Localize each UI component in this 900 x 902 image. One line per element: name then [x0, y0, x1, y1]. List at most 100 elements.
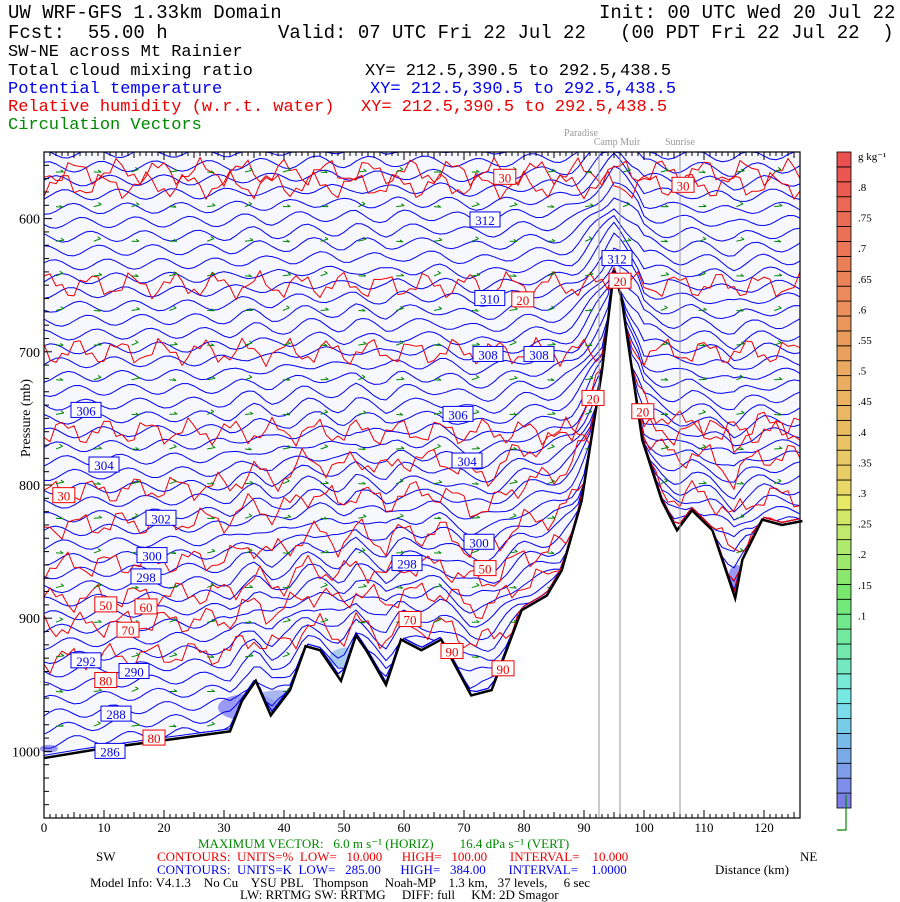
colorbar-label: .55 — [858, 335, 872, 347]
rh-contour-label: 30 — [677, 178, 690, 193]
rh-contour-label: 70 — [404, 613, 417, 628]
rh-contour-label: 20 — [516, 293, 529, 308]
theta-contour-label: 308 — [529, 347, 549, 362]
rh-contour-label: 80 — [148, 731, 161, 746]
colorbar-segment — [837, 405, 851, 420]
circulation-vector — [547, 345, 555, 346]
x-axis-label: Distance (km) — [715, 863, 789, 876]
colorbar-label: .3 — [858, 488, 867, 500]
theta-contour-label: 306 — [76, 403, 96, 418]
theta-contour-label: 304 — [94, 458, 114, 473]
colorbar-segment — [837, 555, 851, 570]
colorbar-segment — [837, 778, 851, 793]
rh-contour-label: 70 — [122, 623, 135, 638]
theta-contour-label: 312 — [475, 213, 495, 228]
colorbar-label: .35 — [858, 457, 872, 469]
colorbar-segment — [837, 748, 851, 763]
colorbar-segment — [837, 227, 851, 242]
colorbar-segment — [837, 793, 851, 808]
colorbar-segment — [837, 629, 851, 644]
colorbar-label: .65 — [858, 274, 872, 286]
model-info-physics: LW: RRTMG SW: RRTMG DIFF: full KM: 2D Sm… — [240, 888, 559, 901]
rh-contour-label: 50 — [479, 562, 492, 577]
colorbar-segment — [837, 435, 851, 450]
colorbar-segment — [837, 525, 851, 540]
theta-contour-label: 288 — [106, 707, 126, 722]
colorbar-segment — [837, 569, 851, 584]
y-tick-label: 900 — [19, 612, 40, 627]
x-tick-label: 120 — [754, 820, 774, 835]
y-tick-label: 600 — [19, 213, 40, 228]
colorbar-segment — [837, 167, 851, 182]
colorbar-segment — [837, 212, 851, 227]
theta-contour-label: 292 — [76, 654, 96, 669]
colorbar-segment — [837, 361, 851, 376]
rh-contour-label: 60 — [140, 600, 153, 615]
x-tick-label: 10 — [98, 820, 111, 835]
x-tick-label: 70 — [458, 820, 471, 835]
colorbar-label: .75 — [858, 213, 872, 225]
colorbar-segment — [837, 704, 851, 719]
colorbar-segment — [837, 391, 851, 406]
theta-contour-label: 286 — [100, 744, 120, 759]
colorbar-segment — [837, 286, 851, 301]
colorbar-segment — [837, 540, 851, 555]
colorbar-segment — [837, 316, 851, 331]
colorbar-segment — [837, 346, 851, 361]
rh-contour-label: 50 — [99, 598, 112, 613]
colorbar-label: .25 — [858, 519, 872, 531]
x-tick-label: 40 — [278, 820, 291, 835]
colorbar-label: .4 — [858, 427, 867, 439]
colorbar-segment — [837, 256, 851, 271]
sw-label: SW — [96, 850, 116, 863]
circulation-vector — [472, 518, 480, 519]
colorbar-label: .7 — [858, 243, 867, 255]
x-tick-label: 50 — [338, 820, 351, 835]
colorbar-segment — [837, 480, 851, 495]
x-tick-label: 100 — [634, 820, 654, 835]
theta-contour-label: 290 — [124, 664, 144, 679]
colorbar-segment — [837, 733, 851, 748]
colorbar-segment — [837, 689, 851, 704]
circulation-vector — [245, 483, 253, 484]
colorbar-segment — [837, 301, 851, 316]
colorbar-segment — [837, 510, 851, 525]
rh-contour-label: 20 — [614, 274, 627, 289]
theta-contour-label: 302 — [151, 511, 171, 526]
x-tick-label: 20 — [158, 820, 171, 835]
colorbar-segment — [837, 182, 851, 197]
x-tick-label: 60 — [398, 820, 411, 835]
circulation-vector — [699, 310, 707, 311]
x-tick-label: 90 — [578, 820, 591, 835]
x-tick-label: 80 — [518, 820, 531, 835]
colorbar-segment — [837, 420, 851, 435]
circulation-vector — [245, 414, 253, 415]
colorbar-segment — [837, 450, 851, 465]
theta-contour-label: 304 — [457, 454, 477, 469]
x-tick-label: 110 — [694, 820, 713, 835]
circulation-vector — [396, 379, 404, 380]
y-tick-label: 1000 — [12, 745, 40, 760]
y-axis-label: Pressure (mb) — [19, 379, 34, 457]
colorbar-label: .2 — [858, 549, 866, 561]
ne-label: NE — [800, 850, 817, 863]
rh-contour-label: 30 — [57, 489, 70, 504]
theta-contour-label: 308 — [478, 347, 498, 362]
rh-contour-label: 90 — [446, 645, 459, 660]
rh-contour-label: 30 — [498, 170, 511, 185]
rh-contour-label: 90 — [497, 662, 510, 677]
rh-contour-label: 80 — [99, 673, 112, 688]
colorbar-label: .6 — [858, 304, 867, 316]
theta-contour-label: 312 — [607, 252, 627, 267]
circulation-vector — [94, 518, 102, 519]
circulation-vector — [169, 344, 177, 345]
colorbar-label: .1 — [858, 610, 866, 622]
colorbar-segment — [837, 271, 851, 286]
colorbar-label: .45 — [858, 396, 872, 408]
y-tick-label: 800 — [19, 479, 40, 494]
colorbar-segment — [837, 763, 851, 778]
colorbar-segment — [837, 644, 851, 659]
x-tick-label: 0 — [41, 820, 48, 835]
colorbar-segment — [837, 376, 851, 391]
